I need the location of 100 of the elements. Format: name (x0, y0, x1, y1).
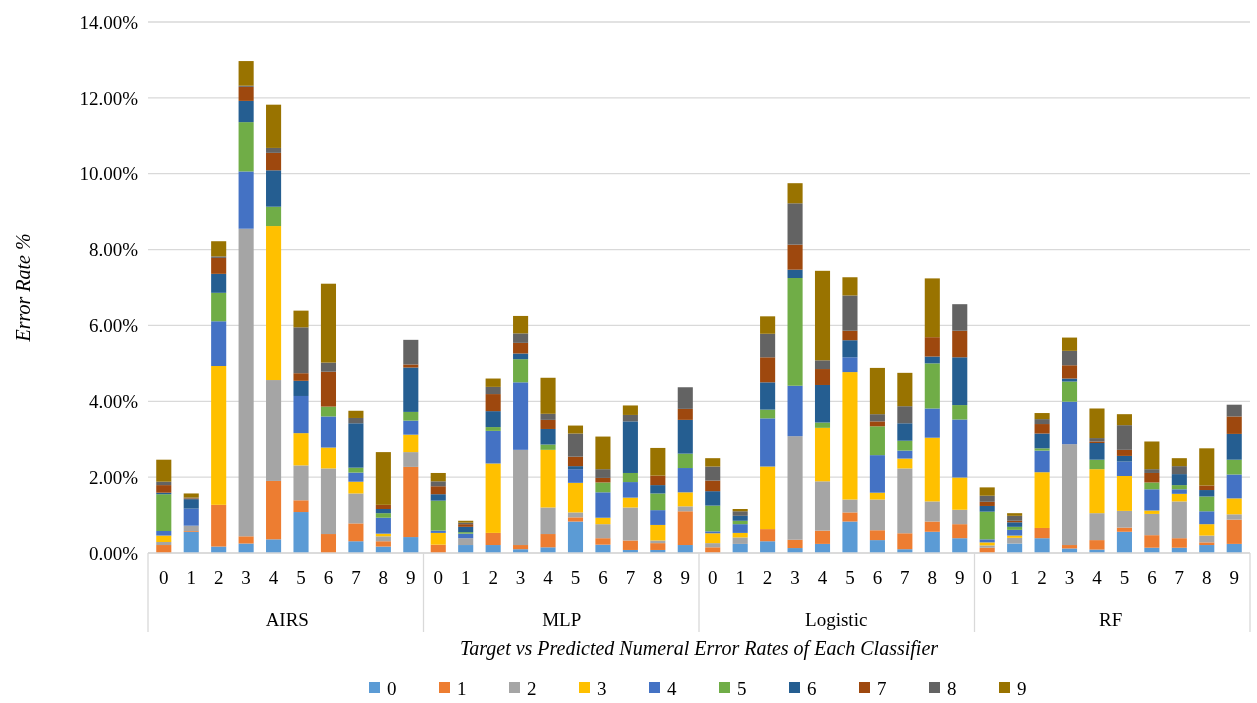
bar (897, 440, 913, 451)
bar (787, 269, 803, 279)
bar (924, 337, 940, 357)
bar (567, 456, 584, 467)
bar (156, 485, 172, 493)
bar (567, 482, 584, 513)
bar (979, 487, 995, 496)
bar (1144, 469, 1160, 473)
bar (211, 273, 227, 293)
bar (1089, 513, 1105, 541)
bar (1116, 461, 1132, 476)
x-tick-label: 0 (433, 567, 443, 588)
x-tick-label: 0 (707, 567, 718, 588)
bar (567, 469, 584, 483)
bar (403, 434, 419, 453)
bar (513, 315, 529, 334)
y-tick-label: 6.00% (88, 315, 139, 337)
bar (924, 363, 940, 409)
bar (952, 357, 968, 406)
bar (293, 380, 309, 396)
bar (842, 330, 858, 341)
bar (869, 455, 885, 493)
bar (677, 419, 693, 454)
bar (732, 515, 748, 521)
bar (760, 409, 776, 419)
bar (814, 422, 831, 428)
bar (403, 420, 419, 435)
x-tick-label: 6 (1147, 567, 1157, 588)
bar (952, 538, 968, 553)
x-tick-label: 9 (680, 567, 691, 588)
bar (814, 369, 831, 385)
bar (540, 507, 556, 535)
bar (540, 534, 556, 548)
bar (375, 504, 391, 509)
bar (1116, 476, 1132, 511)
legend-label: 9 (1017, 677, 1027, 699)
bar (513, 342, 529, 354)
text: AIRS (265, 609, 309, 630)
bar (1061, 337, 1078, 351)
bar (540, 377, 556, 414)
x-tick-label: 8 (927, 567, 938, 588)
y-tick-label: 12.00% (79, 87, 139, 109)
bar (622, 472, 638, 483)
bar (266, 104, 282, 148)
y-tick-label: 2.00% (88, 466, 139, 488)
bar (677, 492, 693, 507)
x-tick-label: 3 (1064, 567, 1075, 588)
bar (1061, 444, 1078, 546)
bar (1144, 535, 1160, 548)
bar (622, 421, 638, 473)
bar (293, 310, 309, 328)
bar (211, 241, 227, 257)
bar (540, 444, 556, 450)
bar (458, 526, 474, 533)
bar (787, 436, 803, 540)
bar (403, 411, 419, 421)
bar (1061, 401, 1078, 445)
bar (1061, 365, 1078, 379)
bar (348, 523, 364, 542)
bar (1116, 449, 1132, 456)
bar (787, 278, 803, 386)
bar (567, 512, 584, 518)
bar (1199, 511, 1215, 525)
x-tick-label: 0 (159, 567, 169, 588)
bar (293, 433, 309, 466)
x-tick-label: 6 (872, 567, 883, 588)
bar (485, 430, 501, 464)
bar (705, 491, 721, 506)
bar (677, 387, 693, 409)
bar (1226, 474, 1242, 499)
bar (952, 477, 968, 510)
x-tick-label: 3 (241, 567, 251, 588)
bar (430, 494, 446, 501)
bar (1171, 458, 1187, 467)
bar (814, 481, 831, 531)
bar (897, 406, 913, 424)
bar (485, 378, 501, 387)
bar (869, 414, 885, 422)
bar (320, 534, 337, 553)
bar (183, 493, 199, 498)
bar (1226, 416, 1242, 434)
x-tick-label: 9 (406, 567, 416, 588)
bar (1144, 482, 1160, 490)
bar (320, 283, 337, 363)
text: Logistic (805, 609, 868, 630)
bar (979, 501, 995, 506)
bar (650, 510, 666, 525)
bar (1226, 404, 1242, 417)
bar (650, 485, 666, 494)
bar (1226, 498, 1242, 515)
bar (1116, 531, 1132, 553)
bar (595, 538, 611, 545)
bar (513, 333, 529, 343)
bar (952, 304, 968, 331)
bar (842, 295, 858, 331)
bar (677, 511, 693, 546)
bar (622, 405, 638, 415)
bar (1199, 542, 1215, 546)
bar (842, 521, 858, 553)
bar (842, 512, 858, 522)
